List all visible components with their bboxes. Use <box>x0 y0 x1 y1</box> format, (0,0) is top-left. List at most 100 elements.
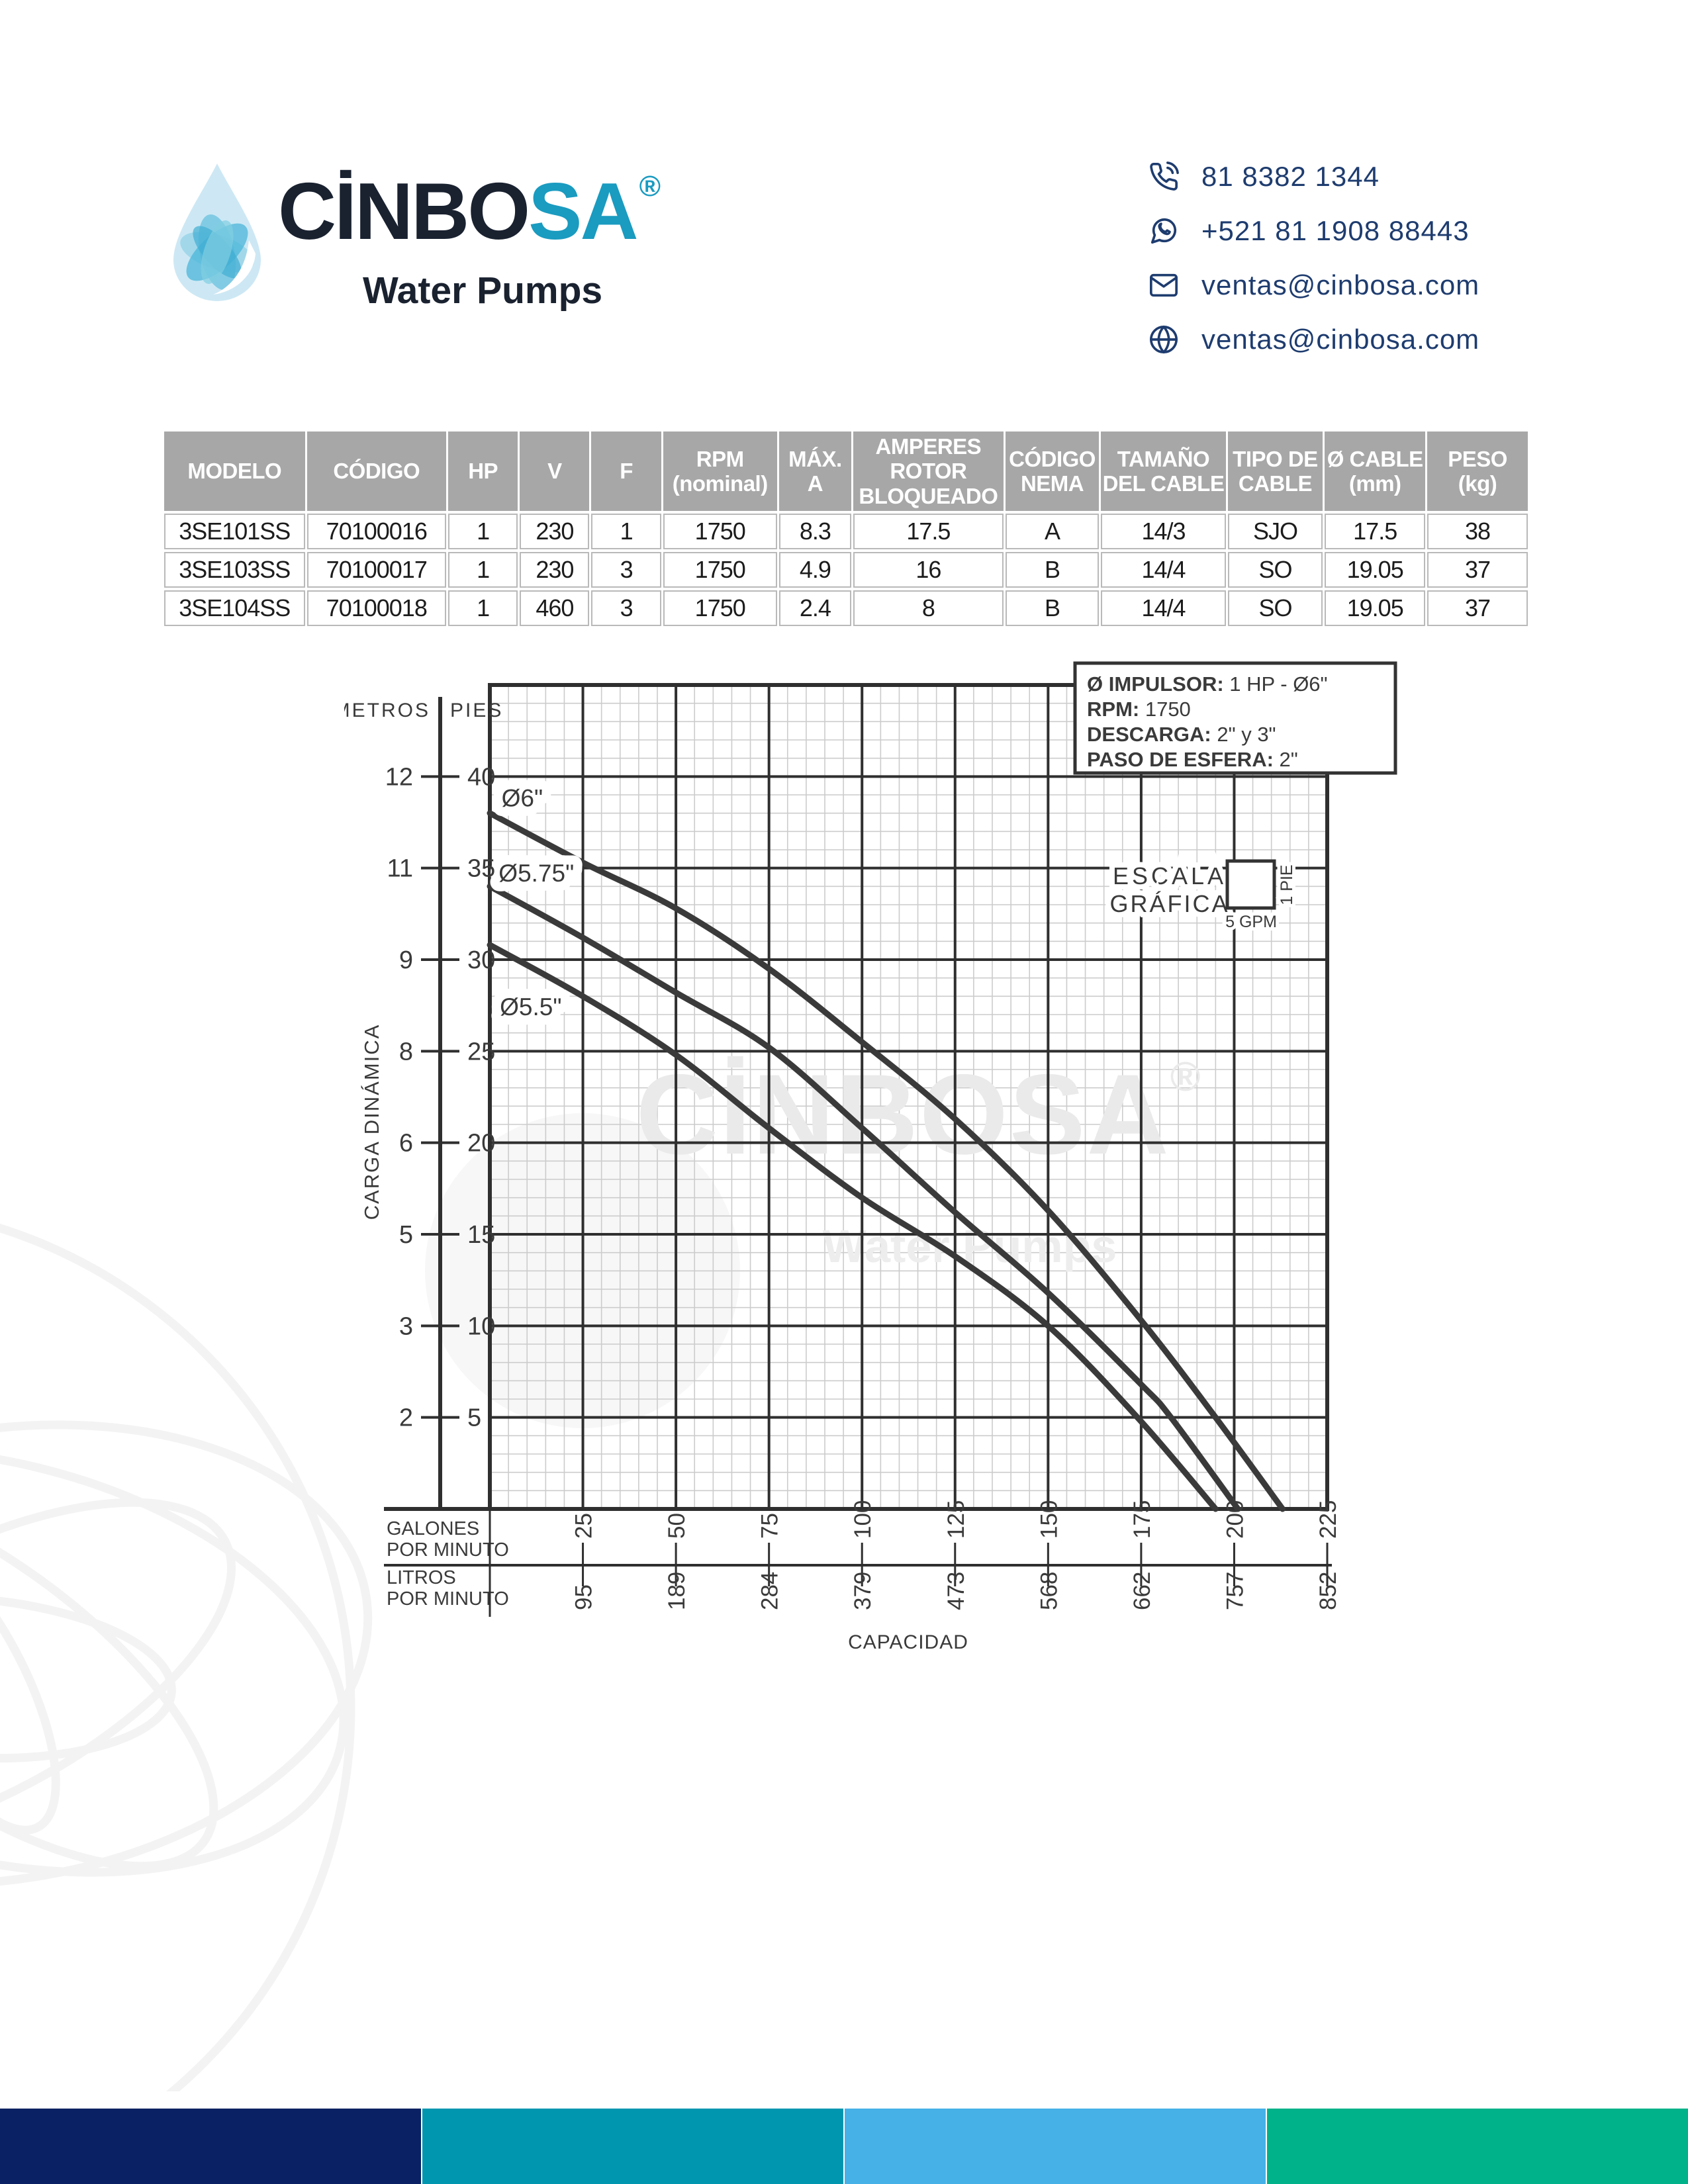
globe-icon <box>1150 326 1178 353</box>
impeller-info-box <box>1073 661 1397 775</box>
lpm-axis-label: POR MINUTO <box>387 1588 509 1610</box>
table-cell: 17.5 <box>1325 514 1426 549</box>
lpm-tick-label: 379 <box>850 1572 876 1610</box>
brand-drop-logo <box>173 163 261 301</box>
lpm-axis-label: LITROS <box>387 1567 456 1588</box>
pump-curve <box>487 810 1286 1512</box>
table-cell: A <box>1005 514 1100 549</box>
table-cell: 4.9 <box>778 552 852 588</box>
brand-name-accent: SA <box>528 166 638 256</box>
curve-label: Ø6" <box>502 785 543 812</box>
table-cell: 19.05 <box>1325 590 1426 626</box>
x-axis-title: CAPACIDAD <box>848 1631 968 1653</box>
column-header: CÓDIGO <box>306 432 446 511</box>
y-axis-title: CARGA DINÁMICA <box>360 1024 383 1220</box>
pies-tick-label: 25 <box>467 1038 495 1066</box>
table-cell: 70100018 <box>306 590 446 626</box>
table-cell: 38 <box>1427 514 1528 549</box>
gpm-tick-label: 75 <box>757 1513 783 1539</box>
column-header: Ø CABLE (mm) <box>1325 432 1426 511</box>
brand-name-dark: CİNBO <box>278 166 530 256</box>
pies-tick-label: 30 <box>467 946 495 974</box>
pies-tick-label: 15 <box>467 1221 495 1249</box>
table-cell: 3SE104SS <box>164 590 305 626</box>
table-row: 3SE101SS 70100016 1 230 1 1750 8.3 17.5 A 14/3 SJO… <box>164 514 1528 549</box>
table-cell: 17.5 <box>853 514 1004 549</box>
lpm-tick-label: 473 <box>943 1572 969 1610</box>
table-cell: 3 <box>591 552 661 588</box>
table-row: 3SE103SS 70100017 1 230 3 1750 4.9 16 B 14/4 SO 19.… <box>164 552 1528 588</box>
column-header: CÓDIGO NEMA <box>1005 432 1100 511</box>
lpm-tick-label: 284 <box>757 1572 783 1610</box>
scale-legend-gpm: 5 GPM <box>1225 913 1277 931</box>
table-cell: 14/3 <box>1101 514 1226 549</box>
background-flower-watermark <box>0 1224 373 2091</box>
table-cell: 1 <box>448 514 518 549</box>
gpm-tick-label: 175 <box>1129 1500 1155 1539</box>
table-cell: 230 <box>520 552 590 588</box>
table-cell: 230 <box>520 514 590 549</box>
column-header: AMPERES ROTOR BLOQUEADO <box>853 432 1004 511</box>
plot-border <box>488 683 1329 1511</box>
whatsapp-icon <box>1150 218 1177 244</box>
y-axis-header-pies: PIES <box>450 700 503 721</box>
footer-bar-1 <box>0 2109 421 2184</box>
lpm-tick-label: 568 <box>1036 1572 1062 1610</box>
column-header: TAMAÑO DEL CABLE <box>1101 432 1226 511</box>
scale-legend-title: ESCALA <box>1113 862 1227 889</box>
metros-tick-label: 6 <box>399 1130 413 1158</box>
table-cell: 1 <box>448 590 518 626</box>
table-row: 3SE104SS 70100018 1 460 3 1750 2.4 8 B 14/4 SO 19.0… <box>164 590 1528 626</box>
column-header: MÁX. A <box>778 432 852 511</box>
table-cell: 3SE103SS <box>164 552 305 588</box>
lpm-tick-label: 757 <box>1222 1572 1248 1610</box>
column-header: HP <box>448 432 518 511</box>
scale-legend-title: GRÁFICA <box>1109 890 1229 917</box>
table-cell: 8 <box>853 590 1004 626</box>
table-cell: B <box>1005 590 1100 626</box>
metros-tick-label: 3 <box>399 1312 413 1340</box>
spec-table-grid: MODELO CÓDIGO HP V F RPM (nominal) MÁX. A AMPER… <box>162 429 1530 629</box>
contact-row: +521 81 1908 88443 <box>1149 215 1479 247</box>
lpm-tick-label: 95 <box>571 1584 597 1610</box>
pies-tick-label: 20 <box>467 1130 495 1158</box>
contact-text: ventas@cinbosa.com <box>1201 269 1480 300</box>
table-cell: 1750 <box>663 590 777 626</box>
phone-icon <box>1150 161 1179 191</box>
metros-tick-label: 5 <box>399 1221 413 1249</box>
column-header: TIPO DE CABLE <box>1227 432 1323 511</box>
contact-row: ventas@cinbosa.com <box>1149 324 1479 355</box>
info-box-line: RPM: 1750 <box>1087 698 1191 721</box>
metros-tick-label: 9 <box>399 946 413 974</box>
brand-wordmark: CİNBOSA® <box>278 171 661 251</box>
column-header: RPM (nominal) <box>663 432 777 511</box>
gpm-tick-label: 200 <box>1222 1500 1248 1539</box>
table-cell: 2.4 <box>778 590 852 626</box>
table-cell: 460 <box>520 590 590 626</box>
table-cell: SO <box>1227 590 1323 626</box>
table-cell: 1 <box>448 552 518 588</box>
chart-brand-watermark: CİNBOSA® <box>636 1051 1202 1178</box>
table-cell: 8.3 <box>778 514 852 549</box>
table-cell: 14/4 <box>1101 590 1226 626</box>
info-box-line: DESCARGA: 2" y 3" <box>1087 723 1276 746</box>
lpm-tick-label: 852 <box>1315 1572 1341 1610</box>
table-cell: 1 <box>591 514 661 549</box>
contact-text: +521 81 1908 88443 <box>1201 215 1470 246</box>
gpm-axis-label: GALONES <box>387 1518 479 1539</box>
lpm-tick-label: 662 <box>1129 1572 1155 1610</box>
info-box-line: Ø IMPULSOR: 1 HP - Ø6" <box>1087 672 1328 696</box>
curve-label: Ø5.75" <box>498 860 574 887</box>
gpm-tick-label: 100 <box>850 1500 876 1539</box>
pies-tick-label: 5 <box>467 1404 481 1432</box>
contact-row: ventas@cinbosa.com <box>1149 269 1479 301</box>
pies-tick-label: 10 <box>467 1312 495 1340</box>
curve-label: Ø5.5" <box>500 993 561 1021</box>
table-cell: 70100016 <box>306 514 446 549</box>
gpm-tick-label: 50 <box>664 1513 690 1539</box>
column-header: PESO (kg) <box>1427 432 1528 511</box>
column-header: F <box>591 432 661 511</box>
pump-curve <box>487 883 1241 1512</box>
